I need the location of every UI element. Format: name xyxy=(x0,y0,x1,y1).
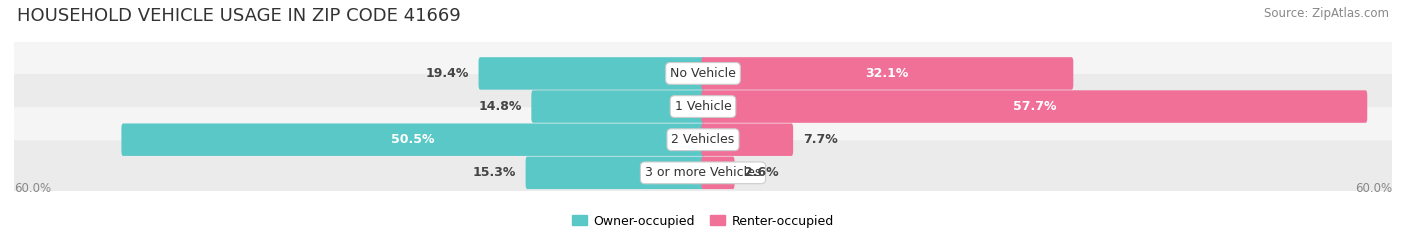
Text: 32.1%: 32.1% xyxy=(866,67,908,80)
Text: 15.3%: 15.3% xyxy=(472,166,516,179)
Text: Source: ZipAtlas.com: Source: ZipAtlas.com xyxy=(1264,7,1389,20)
Text: 57.7%: 57.7% xyxy=(1012,100,1056,113)
Text: 7.7%: 7.7% xyxy=(803,133,838,146)
Text: 3 or more Vehicles: 3 or more Vehicles xyxy=(645,166,761,179)
FancyBboxPatch shape xyxy=(8,140,1398,205)
FancyBboxPatch shape xyxy=(8,107,1398,172)
FancyBboxPatch shape xyxy=(526,157,704,189)
Text: HOUSEHOLD VEHICLE USAGE IN ZIP CODE 41669: HOUSEHOLD VEHICLE USAGE IN ZIP CODE 4166… xyxy=(17,7,461,25)
Text: 60.0%: 60.0% xyxy=(14,182,51,195)
FancyBboxPatch shape xyxy=(121,123,704,156)
FancyBboxPatch shape xyxy=(8,41,1398,106)
FancyBboxPatch shape xyxy=(478,57,704,90)
Text: 60.0%: 60.0% xyxy=(1355,182,1392,195)
Text: 1 Vehicle: 1 Vehicle xyxy=(675,100,731,113)
FancyBboxPatch shape xyxy=(531,90,704,123)
Legend: Owner-occupied, Renter-occupied: Owner-occupied, Renter-occupied xyxy=(568,209,838,233)
FancyBboxPatch shape xyxy=(702,157,734,189)
FancyBboxPatch shape xyxy=(702,57,1073,90)
Text: 14.8%: 14.8% xyxy=(478,100,522,113)
FancyBboxPatch shape xyxy=(8,74,1398,139)
Text: 19.4%: 19.4% xyxy=(426,67,468,80)
Text: 50.5%: 50.5% xyxy=(391,133,434,146)
FancyBboxPatch shape xyxy=(702,90,1367,123)
Text: 2.6%: 2.6% xyxy=(744,166,779,179)
FancyBboxPatch shape xyxy=(702,123,793,156)
Text: 2 Vehicles: 2 Vehicles xyxy=(672,133,734,146)
Text: No Vehicle: No Vehicle xyxy=(671,67,735,80)
